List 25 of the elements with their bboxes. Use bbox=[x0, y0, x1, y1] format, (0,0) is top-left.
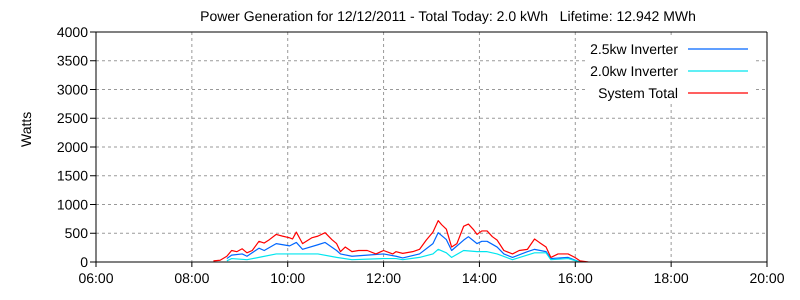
y-tick-label: 3000 bbox=[56, 81, 88, 98]
y-tick-label: 1000 bbox=[56, 196, 88, 212]
y-tick-label: 500 bbox=[64, 225, 88, 242]
x-tick-label: 14:00 bbox=[462, 270, 498, 286]
chart-title: Power Generation for 12/12/2011 - Total Today: 2.0 kWh Lifetime: 12.942 MWh bbox=[199, 8, 697, 24]
y-tick-label: 0 bbox=[80, 254, 88, 270]
x-tick-label: 20:00 bbox=[749, 270, 785, 286]
line-series bbox=[212, 220, 589, 262]
x-tick-label: 12:00 bbox=[366, 270, 402, 286]
line-series bbox=[226, 232, 581, 262]
x-tick-label: 08:00 bbox=[174, 270, 210, 286]
legend-label: 2.5kw Inverter bbox=[590, 41, 678, 57]
y-tick-label: 3500 bbox=[56, 52, 88, 69]
legend-label: 2.0kw Inverter bbox=[590, 63, 678, 79]
x-tick-label: 18:00 bbox=[654, 270, 689, 286]
line-series bbox=[226, 248, 581, 262]
y-axis-title: Watts bbox=[18, 112, 34, 147]
y-tick-label: 2500 bbox=[56, 110, 88, 126]
x-tick-label: 06:00 bbox=[78, 270, 114, 286]
x-tick-label: 16:00 bbox=[558, 270, 594, 286]
y-tick-label: 1500 bbox=[56, 168, 88, 184]
y-tick-label: 2000 bbox=[56, 138, 88, 155]
y-tick-label: 4000 bbox=[56, 24, 88, 40]
legend-label: System Total bbox=[598, 85, 678, 101]
x-tick-label: 10:00 bbox=[270, 270, 306, 286]
